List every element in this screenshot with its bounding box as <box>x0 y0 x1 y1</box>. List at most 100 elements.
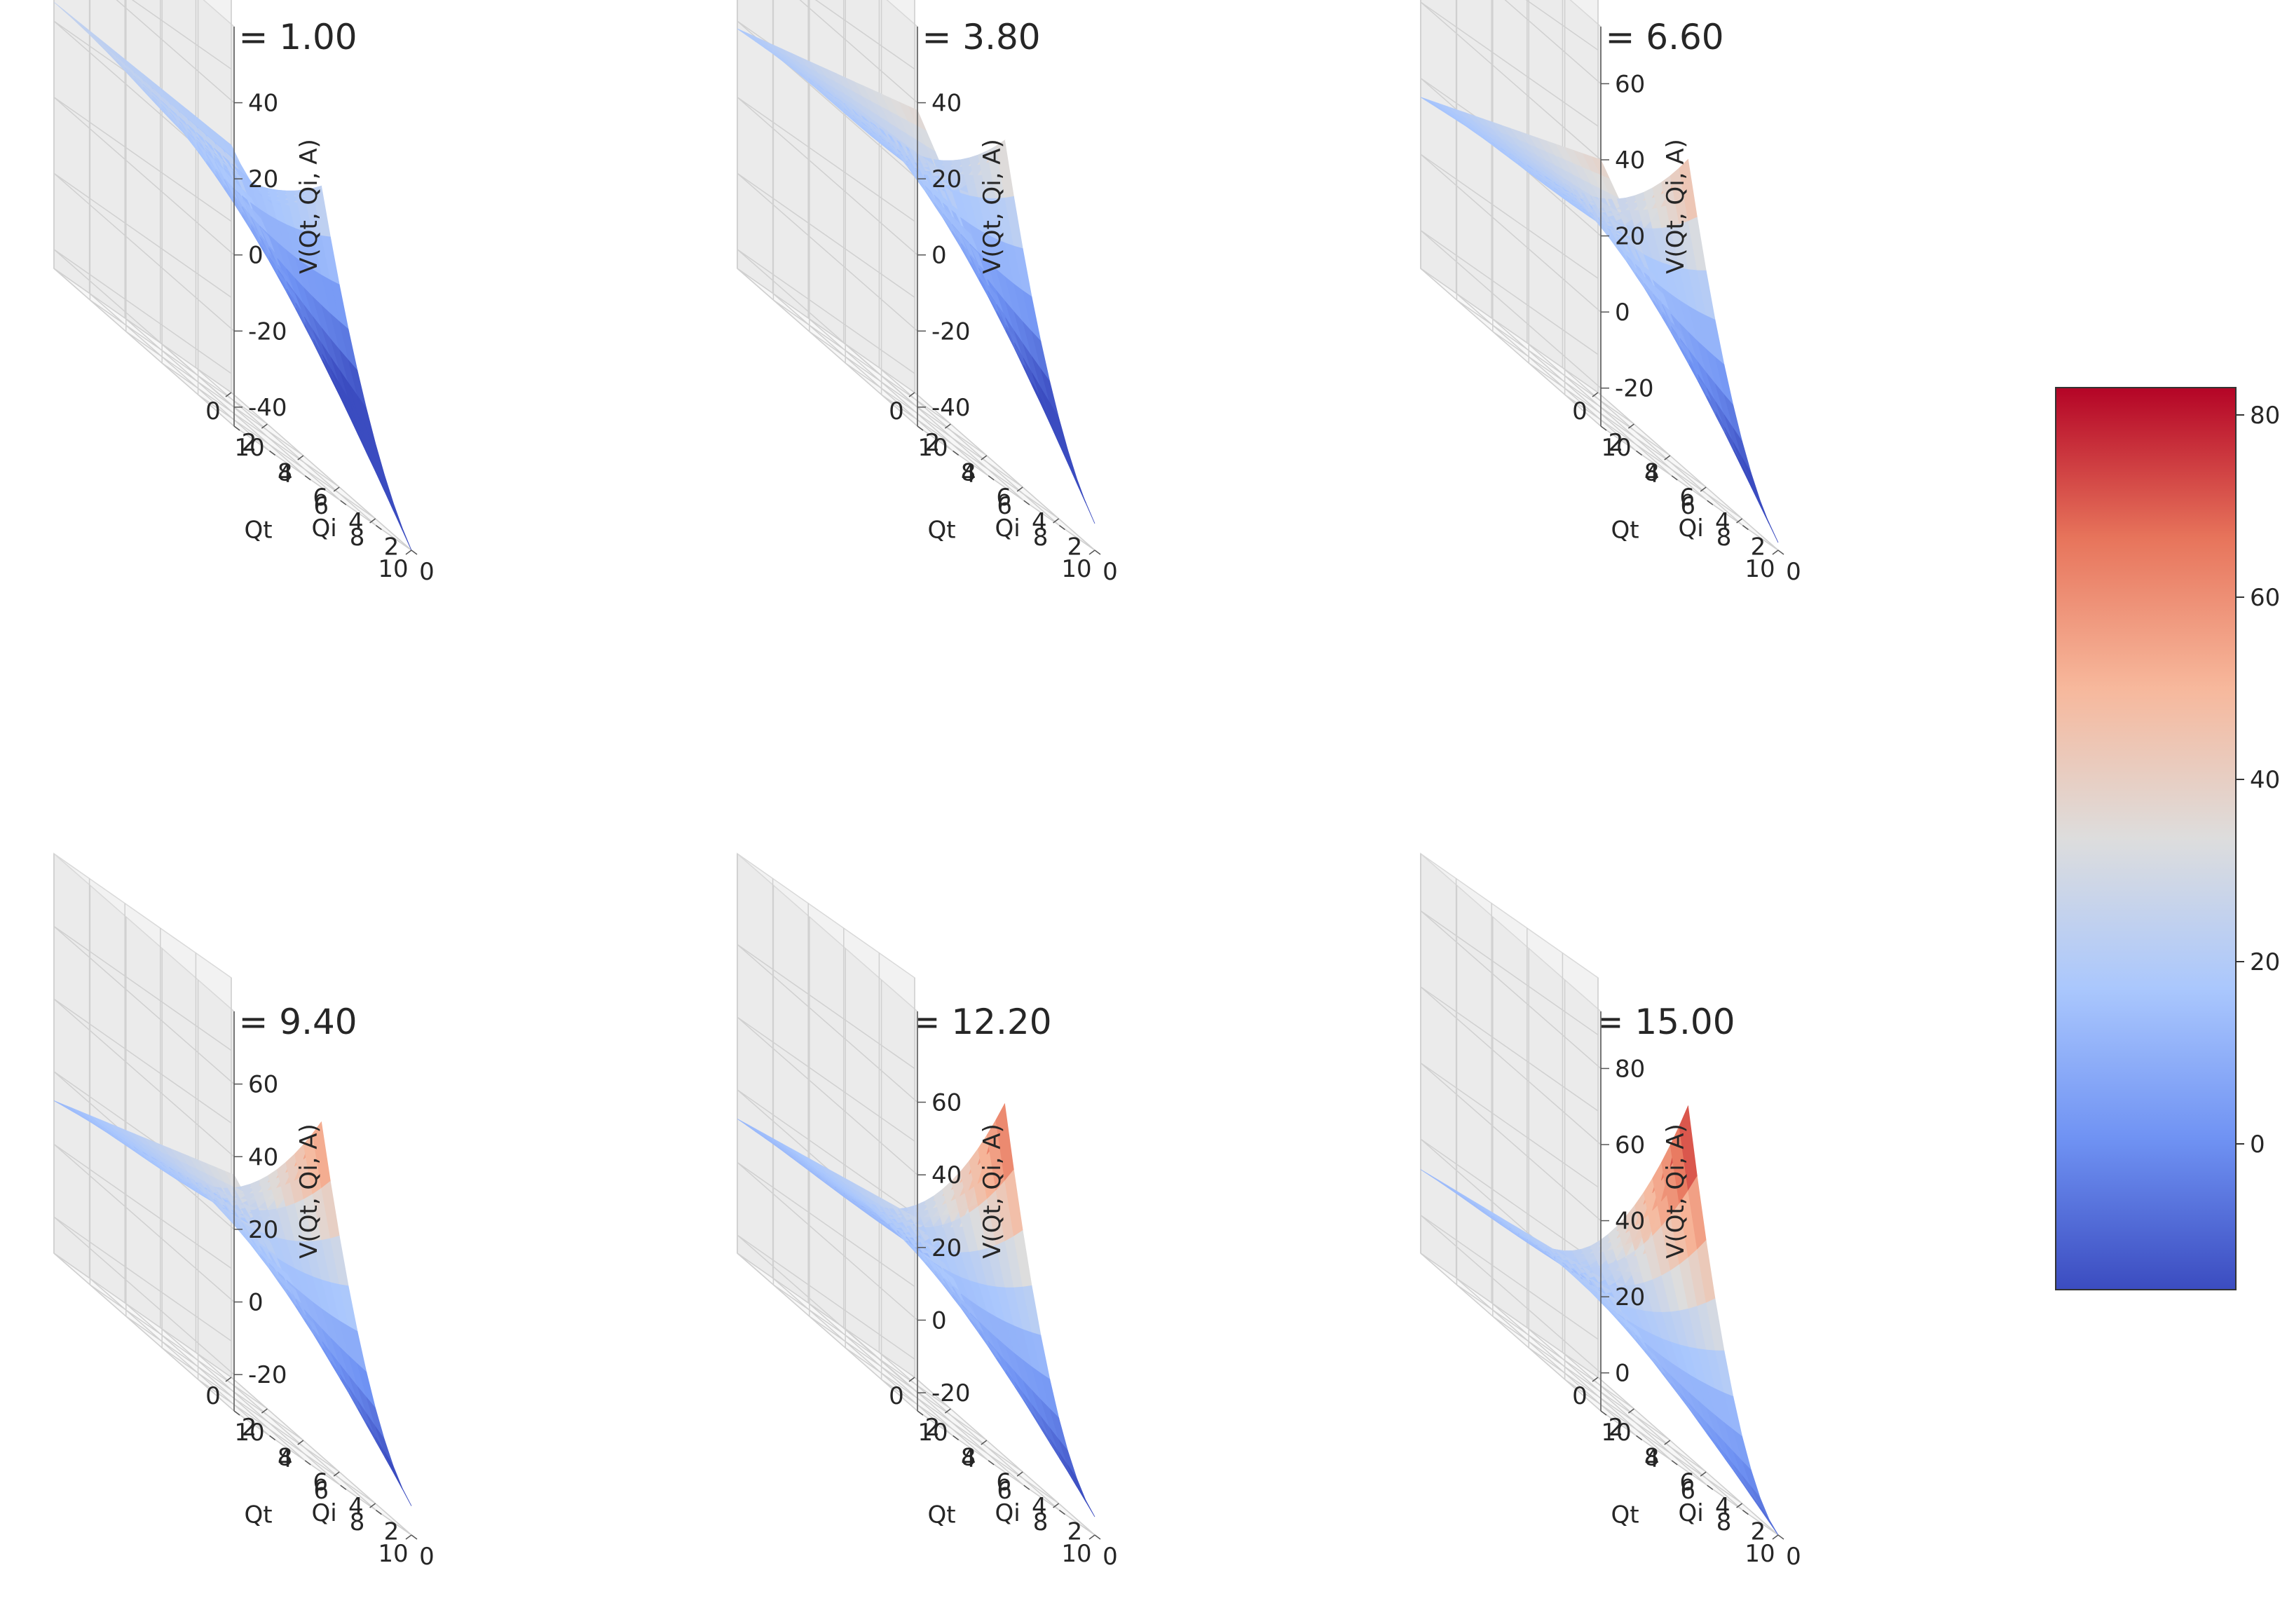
qt-tick-mark <box>225 1377 232 1382</box>
z-tick-label: 20 <box>1615 223 1645 251</box>
qi-tick-label: 0 <box>1102 1543 1118 1571</box>
qt-tick-label: 4 <box>1644 1445 1660 1473</box>
grid-line <box>845 362 1023 488</box>
qt-tick-mark <box>1627 423 1634 429</box>
surface-patch <box>1077 483 1095 524</box>
grid-line <box>160 1327 341 1486</box>
z-tick-label: 20 <box>248 1216 278 1244</box>
qi-tick-label: 8 <box>1644 1443 1660 1471</box>
qi-tick-mark <box>304 475 311 481</box>
qi-tick-mark <box>1671 475 1678 481</box>
qi-tick-mark <box>1094 550 1101 555</box>
qi-tick-mark <box>233 1410 240 1416</box>
qi-axis-label: Qi <box>311 1499 336 1527</box>
qt-tick-label: 0 <box>1572 1382 1588 1410</box>
surface-patch <box>1760 505 1779 543</box>
qt-tick-label: 8 <box>350 1508 365 1536</box>
z-tick-label: 40 <box>248 90 278 118</box>
qt-tick-label: 10 <box>1061 1540 1091 1568</box>
grid-line <box>1528 362 1707 488</box>
grid-line <box>1597 1377 1779 1536</box>
subplot-1: A = 1.00 0246810Qt0246810Qi-40-2002040V(… <box>53 0 435 586</box>
subplot-3: A = 6.60 0246810Qt0246810Qi-200204060V(Q… <box>1420 0 1801 586</box>
qt-tick-mark <box>1664 455 1671 460</box>
qi-tick-label: 10 <box>234 434 264 462</box>
grid-line <box>1491 1302 1672 1461</box>
grid-line <box>125 331 304 456</box>
qi-tick-mark <box>375 1509 382 1515</box>
z-tick-label: 60 <box>1615 1131 1645 1159</box>
qi-tick-label: 10 <box>1601 1419 1631 1447</box>
qt-tick-label: 2 <box>1609 429 1624 457</box>
z-tick-label: 20 <box>931 1234 962 1262</box>
z-tick-label: 40 <box>931 1161 962 1189</box>
z-axis-label: V(Qt, Qi, A) <box>1662 139 1690 274</box>
qi-tick-mark <box>304 1460 311 1466</box>
qt-tick-label: 6 <box>1680 1477 1695 1505</box>
qi-tick-mark <box>1023 1485 1030 1490</box>
qi-axis-label: Qi <box>1678 1499 1703 1527</box>
qt-tick-mark <box>261 1408 268 1414</box>
qt-tick-mark <box>225 392 232 397</box>
surface-patch <box>393 509 412 551</box>
qi-tick-label: 0 <box>419 558 435 586</box>
back-pane-right <box>53 0 235 428</box>
colorbar-tick-label: 20 <box>2250 948 2280 976</box>
grid-line <box>53 926 235 1085</box>
qi-axis-label: Qi <box>995 1499 1020 1527</box>
qi-axis-label: Qi <box>1678 514 1703 543</box>
colorbar-tick-label: 60 <box>2250 584 2280 612</box>
z-tick-label: 0 <box>931 242 947 270</box>
grid-line <box>1420 1253 1599 1378</box>
grid-line <box>737 97 918 256</box>
grid-line <box>161 1347 340 1473</box>
qi-tick-label: 10 <box>234 1419 264 1447</box>
z-axis-label: V(Qt, Qi, A) <box>295 1124 323 1259</box>
qt-tick-mark <box>1053 518 1060 524</box>
surface-patch <box>384 485 403 528</box>
qt-tick-label: 4 <box>961 460 976 489</box>
qt-tick-label: 2 <box>925 429 941 457</box>
grid-line <box>1504 0 1602 84</box>
z-tick-label: -20 <box>248 318 287 346</box>
qt-tick-label: 4 <box>278 460 293 489</box>
qt-tick-mark <box>333 1471 340 1477</box>
grid-line <box>772 292 954 451</box>
qt-tick-label: 10 <box>1061 555 1091 583</box>
qi-tick-label: 4 <box>348 1493 364 1521</box>
qt-tick-label: 10 <box>378 1540 408 1568</box>
qi-tick-mark <box>375 524 382 531</box>
grid-line <box>231 1377 412 1536</box>
qt-tick-mark <box>1088 550 1095 555</box>
grid-line <box>917 1410 1095 1536</box>
qt-axis-label: Qt <box>927 517 955 545</box>
grid-line <box>53 268 232 393</box>
qi-tick-label: 0 <box>1786 1543 1801 1571</box>
qi-tick-label: 6 <box>996 484 1011 512</box>
qt-tick-label: 4 <box>961 1445 976 1473</box>
qi-tick-mark <box>1742 1509 1749 1515</box>
z-tick-label: 0 <box>1615 1360 1630 1388</box>
z-tick-label: 0 <box>248 1289 264 1317</box>
surface-patch <box>1760 1507 1779 1536</box>
qi-tick-label: 2 <box>1067 1518 1083 1546</box>
qi-tick-label: 10 <box>917 434 948 462</box>
qi-tick-mark <box>953 450 960 456</box>
grid-line <box>737 268 918 427</box>
qt-tick-label: 0 <box>889 397 904 425</box>
grid-line <box>1597 392 1779 551</box>
qi-tick-label: 4 <box>1032 1493 1047 1521</box>
qi-tick-label: 8 <box>1644 458 1660 486</box>
grid-line <box>881 1379 1060 1504</box>
z-tick-label: -20 <box>1615 375 1654 403</box>
z-axis-label: V(Qt, Qi, A) <box>978 139 1006 274</box>
qi-tick-label: 8 <box>278 458 293 486</box>
qi-tick-label: 8 <box>961 458 976 486</box>
z-tick-label: 40 <box>931 90 962 118</box>
qi-tick-mark <box>340 500 347 505</box>
qi-tick-mark <box>917 425 924 431</box>
qt-tick-label: 6 <box>313 1477 329 1505</box>
qt-tick-mark <box>405 1534 412 1540</box>
